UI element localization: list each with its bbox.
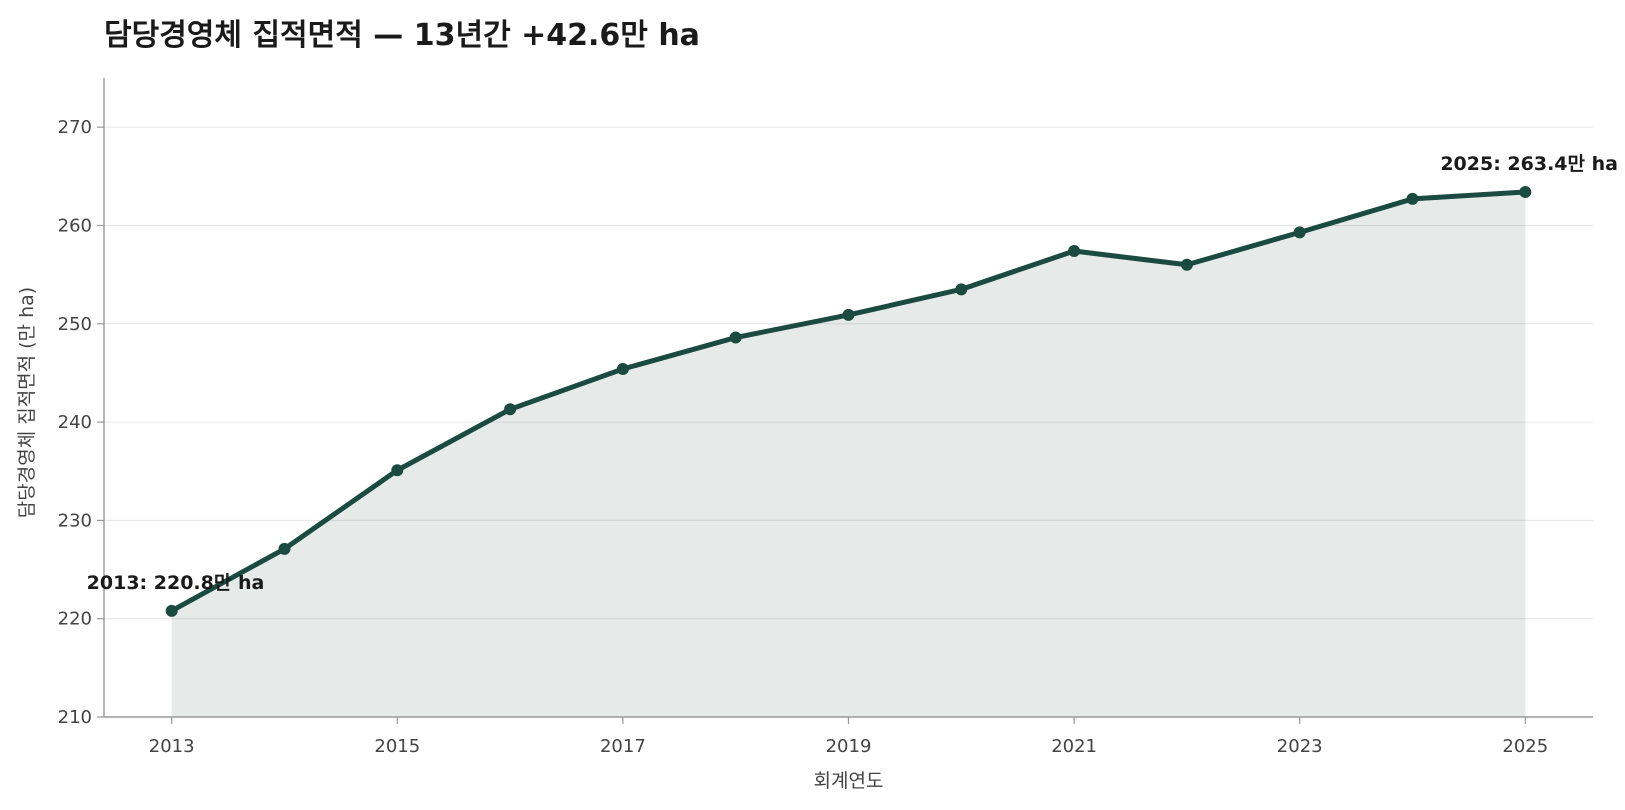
x-tick-label: 2017: [600, 736, 646, 757]
y-tick-label: 220: [58, 609, 92, 630]
area-layer: [171, 192, 1526, 717]
chart-title: 담당경영체 집적면적 — 13년간 +42.6만 ha: [104, 18, 700, 53]
point-layer: [165, 186, 1532, 617]
y-tick-label: 270: [58, 117, 92, 138]
label-layer: 회계연도 담당경영체 집적면적 (만 ha) 210 220 230 240 250 26…: [16, 117, 1618, 792]
y-tick-label: 250: [58, 314, 92, 335]
data-point: [1519, 186, 1532, 199]
data-point: [955, 283, 968, 296]
data-point: [842, 308, 855, 321]
y-axis-label: 담당경영체 집적면적 (만 ha): [16, 287, 38, 518]
data-point: [504, 403, 517, 416]
data-point: [1180, 258, 1193, 271]
point-annotation: 2013: 220.8만 ha: [87, 572, 265, 594]
point-annotation: 2025: 263.4만 ha: [1440, 153, 1618, 175]
x-tick-label: 2015: [374, 736, 420, 757]
x-tick-label: 2025: [1502, 736, 1548, 757]
data-point: [1293, 226, 1306, 239]
axis-layer: [97, 78, 1593, 724]
x-tick-label: 2019: [826, 736, 872, 757]
grid-layer: [104, 126, 1593, 620]
x-tick-label: 2023: [1277, 736, 1323, 757]
x-tick-label: 2013: [149, 736, 195, 757]
data-point: [1406, 192, 1419, 205]
y-tick-label: 260: [58, 215, 92, 236]
data-point: [165, 604, 178, 617]
x-axis-label: 회계연도: [814, 770, 884, 792]
y-tick-label: 210: [58, 707, 92, 728]
area-fill: [171, 192, 1526, 717]
data-point: [278, 542, 291, 555]
data-point: [391, 464, 404, 477]
y-tick-label: 230: [58, 510, 92, 531]
data-point: [729, 331, 742, 344]
y-tick-label: 240: [58, 412, 92, 433]
x-tick-label: 2021: [1051, 736, 1097, 757]
data-point: [1068, 245, 1081, 258]
data-point: [616, 362, 629, 375]
